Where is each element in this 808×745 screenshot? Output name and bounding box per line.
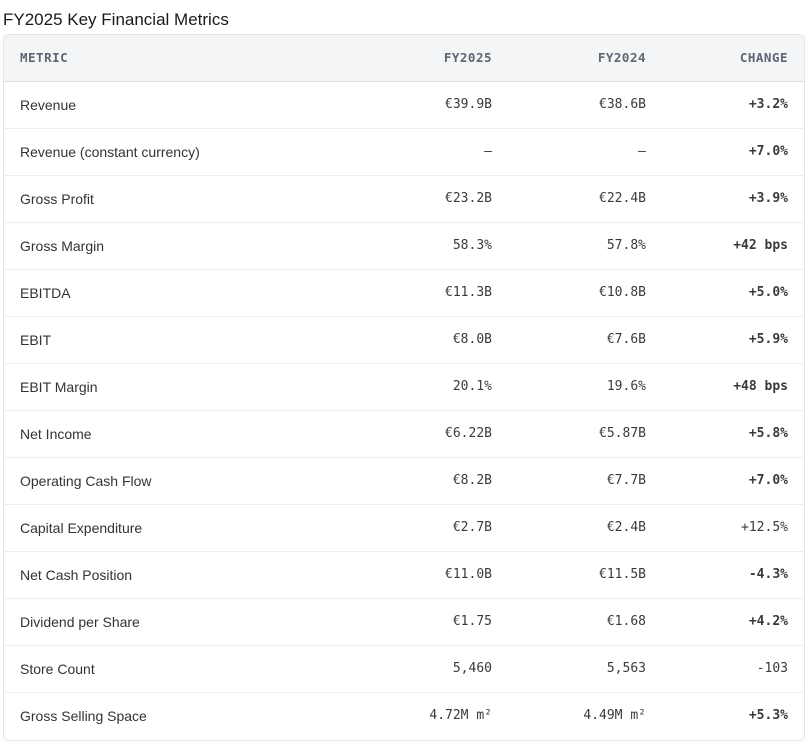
table-title: FY2025 Key Financial Metrics [3,10,229,29]
header-cell: METRIC [4,35,339,82]
table-row: Store Count 5,460 5,563 -103 [4,645,804,693]
metric-cell: EBIT [4,316,339,364]
table-row: EBITDA €11.3B €10.8B +5.0% [4,269,804,317]
value-cell: €7.6B [508,316,662,364]
metric-cell: Gross Selling Space [20,707,147,724]
change-cell: -103 [662,645,804,693]
table-row: Net Income €6.22B €5.87B +5.8% [4,410,804,458]
metric-cell: Gross Margin [4,222,339,270]
value-cell: €11.0B [339,551,508,599]
change-cell: +4.2% [662,598,804,646]
header-cell: CHANGE [662,35,804,82]
metric-cell: Net Income [4,410,339,458]
table-body: Revenue €39.9B €38.6B +3.2% Revenue (constan… [4,81,804,739]
value-cell: €1.68 [508,598,662,646]
header-cell: FY2025 [339,35,508,82]
table-row: Net Cash Position €11.0B €11.5B -4.3% [4,551,804,599]
change-cell: +3.9% [662,175,804,223]
table-row: Revenue €39.9B €38.6B +3.2% [4,81,804,129]
change-cell: +5.3% [748,708,788,724]
table-row: EBIT €8.0B €7.6B +5.9% [4,316,804,364]
change-cell: +5.0% [662,269,804,317]
table-row: Capital Expenditure €2.7B €2.4B +12.5% [4,504,804,552]
table-row: EBIT Margin 20.1% 19.6% +48 bps [4,363,804,411]
table-row: Gross Selling Space 4.72M m² 4.49M m² +5.3% [4,692,804,739]
value-cell: €8.2B [339,457,508,505]
metric-cell: Capital Expenditure [4,504,339,552]
change-cell: +7.0% [662,457,804,505]
change-cell: -4.3% [662,551,804,599]
value-cell: €8.0B [339,316,508,364]
value-cell: €2.4B [508,504,662,552]
metrics-table: METRIC FY2025 FY2024 CHANGE Revenue €39.9… [4,35,804,739]
change-cell: +48 bps [662,363,804,411]
table-row: Operating Cash Flow €8.2B €7.7B +7.0% [4,457,804,505]
value-cell: 19.6% [508,363,662,411]
value-cell: €10.8B [508,269,662,317]
value-cell: 58.3% [339,222,508,270]
metric-cell: Operating Cash Flow [4,457,339,505]
metric-cell: Dividend per Share [4,598,339,646]
value-cell: 57.8% [508,222,662,270]
value-cell: 20.1% [339,363,508,411]
value-cell: — [508,128,662,176]
change-cell: +7.0% [662,128,804,176]
metric-cell: EBITDA [4,269,339,317]
table-row: Revenue (constant currency) — — +7.0% [4,128,804,176]
value-cell: €22.4B [508,175,662,223]
value-cell: €39.9B [339,81,508,129]
value-cell: 4.72M m² [429,708,492,724]
change-cell: +5.9% [662,316,804,364]
value-cell: — [339,128,508,176]
change-cell: +42 bps [662,222,804,270]
metric-cell: Revenue (constant currency) [4,128,339,176]
metric-cell: Gross Profit [4,175,339,223]
metric-cell: Store Count [4,645,339,693]
value-cell: €38.6B [508,81,662,129]
table-row: Gross Profit €23.2B €22.4B +3.9% [4,175,804,223]
table-row: Gross Margin 58.3% 57.8% +42 bps [4,222,804,270]
header-cell: FY2024 [508,35,662,82]
value-cell: €23.2B [339,175,508,223]
value-cell: 4.49M m² [583,708,646,724]
change-cell: +12.5% [662,504,804,552]
metric-cell: EBIT Margin [4,363,339,411]
value-cell: €7.7B [508,457,662,505]
table-container: METRIC FY2025 FY2024 CHANGE Revenue €39.9… [3,34,805,741]
table-row: Dividend per Share €1.75 €1.68 +4.2% [4,598,804,646]
change-cell: +3.2% [662,81,804,129]
value-cell: €1.75 [339,598,508,646]
value-cell: €11.5B [508,551,662,599]
metric-cell: Revenue [4,81,339,129]
value-cell: €2.7B [339,504,508,552]
value-cell: 5,563 [508,645,662,693]
value-cell: €5.87B [508,410,662,458]
change-cell: +5.8% [662,410,804,458]
value-cell: 5,460 [339,645,508,693]
metric-cell: Net Cash Position [4,551,339,599]
header-row: METRIC FY2025 FY2024 CHANGE [4,35,804,82]
value-cell: €6.22B [339,410,508,458]
value-cell: €11.3B [339,269,508,317]
